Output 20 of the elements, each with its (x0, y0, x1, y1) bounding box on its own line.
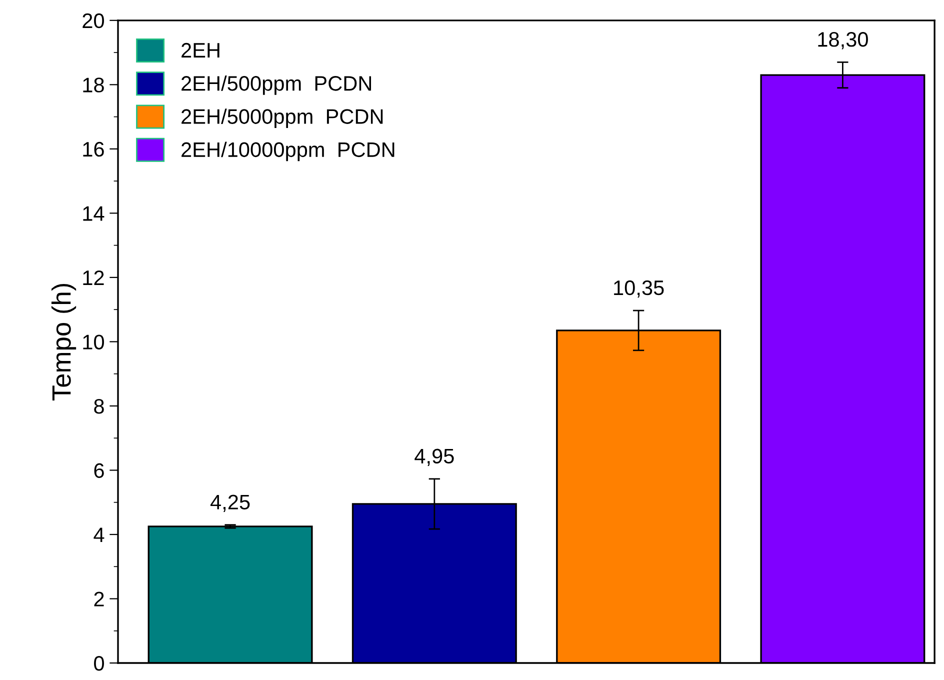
data-label: 4,25 (210, 494, 250, 512)
y-tick-label: 8 (94, 398, 104, 414)
y-tick-label: 2 (94, 592, 104, 606)
legend-label: 2EH/500ppm PCDN (182, 76, 372, 95)
y-tick-label: 14 (83, 206, 104, 221)
y-tick-label: 16 (83, 142, 104, 157)
y-tick-label: 10 (83, 334, 104, 350)
y-tick-label: 6 (94, 463, 104, 478)
legend-label: 2EH/5000ppm PCDN (182, 108, 383, 128)
data-label: 18,30 (818, 32, 868, 50)
y-tick-label: 4 (94, 528, 104, 542)
y-tick-label: 0 (94, 656, 104, 671)
y-tick-label: 18 (83, 78, 104, 92)
data-label: 10,35 (614, 280, 664, 298)
data-label: 4,95 (414, 448, 454, 466)
y-tick-label: 20 (82, 13, 104, 28)
y-axis-title: Tempo (h) (51, 284, 76, 400)
legend-label: 2EH (182, 42, 220, 58)
y-tick-label: 12 (83, 270, 104, 285)
legend-label: 2EH/10000ppm PCDN (182, 142, 394, 162)
